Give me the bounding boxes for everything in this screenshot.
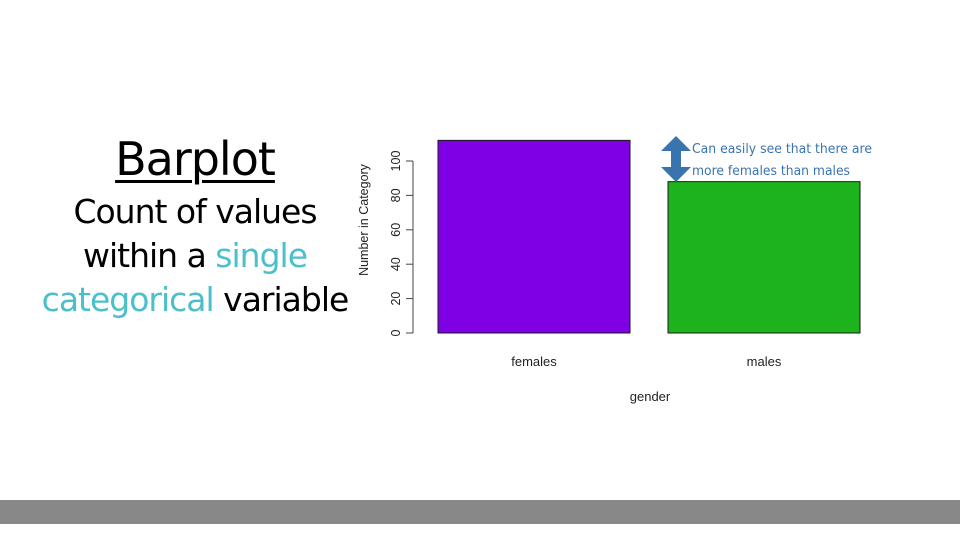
bar-males — [667, 181, 861, 334]
bar-females — [437, 139, 631, 334]
footer-bar — [0, 500, 960, 524]
subtitle-categorical-highlight: categorical — [41, 280, 215, 319]
x-axis-label: gender — [630, 389, 671, 404]
double-arrow-vertical-icon — [661, 136, 691, 182]
y-tick-label: 80 — [389, 188, 403, 202]
title-block: Barplot Count of values within a single … — [40, 128, 350, 322]
x-tick-label-males: males — [747, 354, 782, 369]
subtitle-line-2: within a single — [40, 234, 350, 278]
subtitle-line-1: Count of values — [73, 192, 317, 231]
subtitle-variable: variable — [213, 280, 349, 319]
y-tick-label: 0 — [389, 329, 403, 336]
bars — [437, 139, 861, 334]
y-axis-label: Number in Category — [357, 163, 371, 276]
barplot-chart: 0 20 40 60 80 100 females males Number in Cate… — [357, 136, 872, 404]
annotation-line-2: more females than males — [692, 164, 850, 179]
y-tick-label: 20 — [389, 292, 403, 306]
subtitle-line-3: categorical variable — [40, 278, 350, 322]
y-tick-label: 40 — [389, 257, 403, 271]
slide-title: Barplot — [115, 132, 276, 186]
x-axis-labels: females males — [511, 354, 782, 369]
y-tick-label: 60 — [389, 223, 403, 237]
y-tick-label: 100 — [389, 151, 403, 172]
annotation-line-1: Can easily see that there are — [692, 142, 872, 157]
subtitle-within: within a — [82, 236, 216, 275]
y-axis: 0 20 40 60 80 100 — [389, 151, 414, 336]
subtitle-single-highlight: single — [215, 236, 308, 275]
x-tick-label-females: females — [511, 354, 557, 369]
